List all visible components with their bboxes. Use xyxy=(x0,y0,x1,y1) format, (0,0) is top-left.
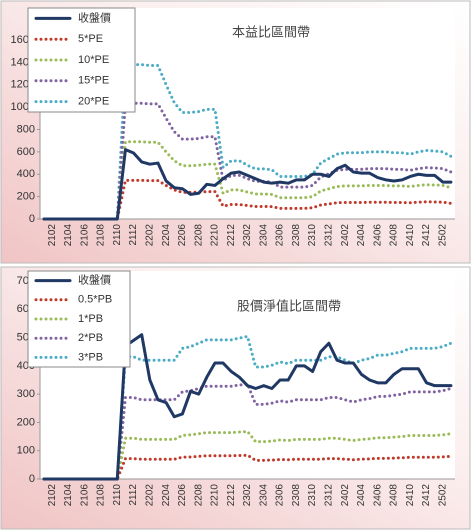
x-tick-label: 2202 xyxy=(144,484,155,507)
x-tick-label: 2308 xyxy=(291,224,302,247)
y-tick-label: 100 xyxy=(17,445,35,457)
x-tick-label: 2306 xyxy=(275,224,286,247)
legend-label: 5*PE xyxy=(78,33,103,45)
x-tick-label: 2308 xyxy=(291,484,302,507)
series-line xyxy=(42,453,453,481)
x-tick-label: 2408 xyxy=(389,484,400,507)
x-tick-label: 2210 xyxy=(210,484,221,507)
legend-label: 20*PE xyxy=(78,96,109,108)
x-tick-label: 2204 xyxy=(161,484,172,507)
x-tick-label: 2206 xyxy=(177,224,188,247)
x-tick-label: 2502 xyxy=(437,224,448,247)
x-tick-label: 2410 xyxy=(405,484,416,507)
x-tick-label: 2104 xyxy=(63,224,74,247)
chart-title: 本益比區間帶 xyxy=(232,24,310,39)
x-tick-label: 2208 xyxy=(193,224,204,247)
x-tick-label: 2402 xyxy=(340,484,351,507)
x-tick-label: 2212 xyxy=(226,484,237,507)
x-tick-label: 2206 xyxy=(177,484,188,507)
y-tick-label: 0 xyxy=(29,473,35,485)
x-tick-label: 2412 xyxy=(421,224,432,247)
x-tick-label: 2412 xyxy=(421,484,432,507)
x-tick-label: 2310 xyxy=(307,224,318,247)
legend-label: 2*PB xyxy=(78,332,103,344)
x-tick-label: 2502 xyxy=(437,484,448,507)
x-tick-label: 2302 xyxy=(242,224,253,247)
legend-label: 收盤價 xyxy=(78,273,111,287)
x-tick-label: 2406 xyxy=(372,484,383,507)
legend-label: 3*PB xyxy=(78,351,103,363)
x-tick-label: 2106 xyxy=(79,484,90,507)
x-tick-label: 2104 xyxy=(63,484,74,507)
legend-label: 10*PE xyxy=(78,54,109,66)
x-tick-label: 2110 xyxy=(112,484,123,506)
y-tick-label: 0 xyxy=(29,213,35,225)
series-line xyxy=(42,101,453,221)
y-tick-label: 200 xyxy=(17,416,35,428)
y-tick-label: 200 xyxy=(17,191,35,203)
x-tick-label: 2110 xyxy=(112,224,123,246)
x-tick-label: 2112 xyxy=(128,224,139,246)
x-tick-label: 2210 xyxy=(210,224,221,247)
x-tick-label: 2204 xyxy=(161,224,172,247)
x-tick-label: 2304 xyxy=(258,224,269,247)
x-tick-label: 2312 xyxy=(324,224,335,247)
legend-label: 15*PE xyxy=(78,75,109,87)
x-tick-label: 2102 xyxy=(47,224,58,247)
x-tick-label: 2302 xyxy=(242,484,253,507)
x-tick-label: 2410 xyxy=(405,224,416,247)
x-tick-label: 2202 xyxy=(144,224,155,247)
series-line xyxy=(42,333,453,481)
x-tick-label: 2208 xyxy=(193,484,204,507)
y-tick-label: 400 xyxy=(17,168,35,180)
series-line xyxy=(42,178,453,221)
x-tick-label: 2310 xyxy=(307,484,318,507)
legend-label: 0.5*PB xyxy=(78,294,112,306)
x-tick-label: 2112 xyxy=(128,484,139,506)
series-line xyxy=(42,140,453,221)
x-tick-label: 2102 xyxy=(47,484,58,507)
x-tick-label: 2408 xyxy=(389,224,400,247)
legend-label: 1*PB xyxy=(78,313,103,325)
y-tick-label: 800 xyxy=(17,123,35,135)
legend-label: 收盤價 xyxy=(78,10,111,24)
x-tick-label: 2106 xyxy=(79,224,90,247)
x-tick-label: 2212 xyxy=(226,224,237,247)
x-tick-label: 2406 xyxy=(372,224,383,247)
series-line xyxy=(42,63,453,221)
x-tick-label: 2404 xyxy=(356,224,367,247)
x-tick-label: 2402 xyxy=(340,224,351,247)
x-tick-label: 2108 xyxy=(96,484,107,507)
x-tick-label: 2304 xyxy=(258,484,269,507)
series-line xyxy=(42,334,453,481)
chart-title: 股價淨值比區間帶 xyxy=(237,298,341,313)
x-tick-label: 2306 xyxy=(275,484,286,507)
x-tick-label: 2312 xyxy=(324,484,335,507)
series-line xyxy=(42,148,453,221)
y-tick-label: 300 xyxy=(17,388,35,400)
series-line xyxy=(42,429,453,481)
x-tick-label: 2108 xyxy=(96,224,107,247)
y-tick-label: 600 xyxy=(17,146,35,158)
x-tick-label: 2404 xyxy=(356,484,367,507)
